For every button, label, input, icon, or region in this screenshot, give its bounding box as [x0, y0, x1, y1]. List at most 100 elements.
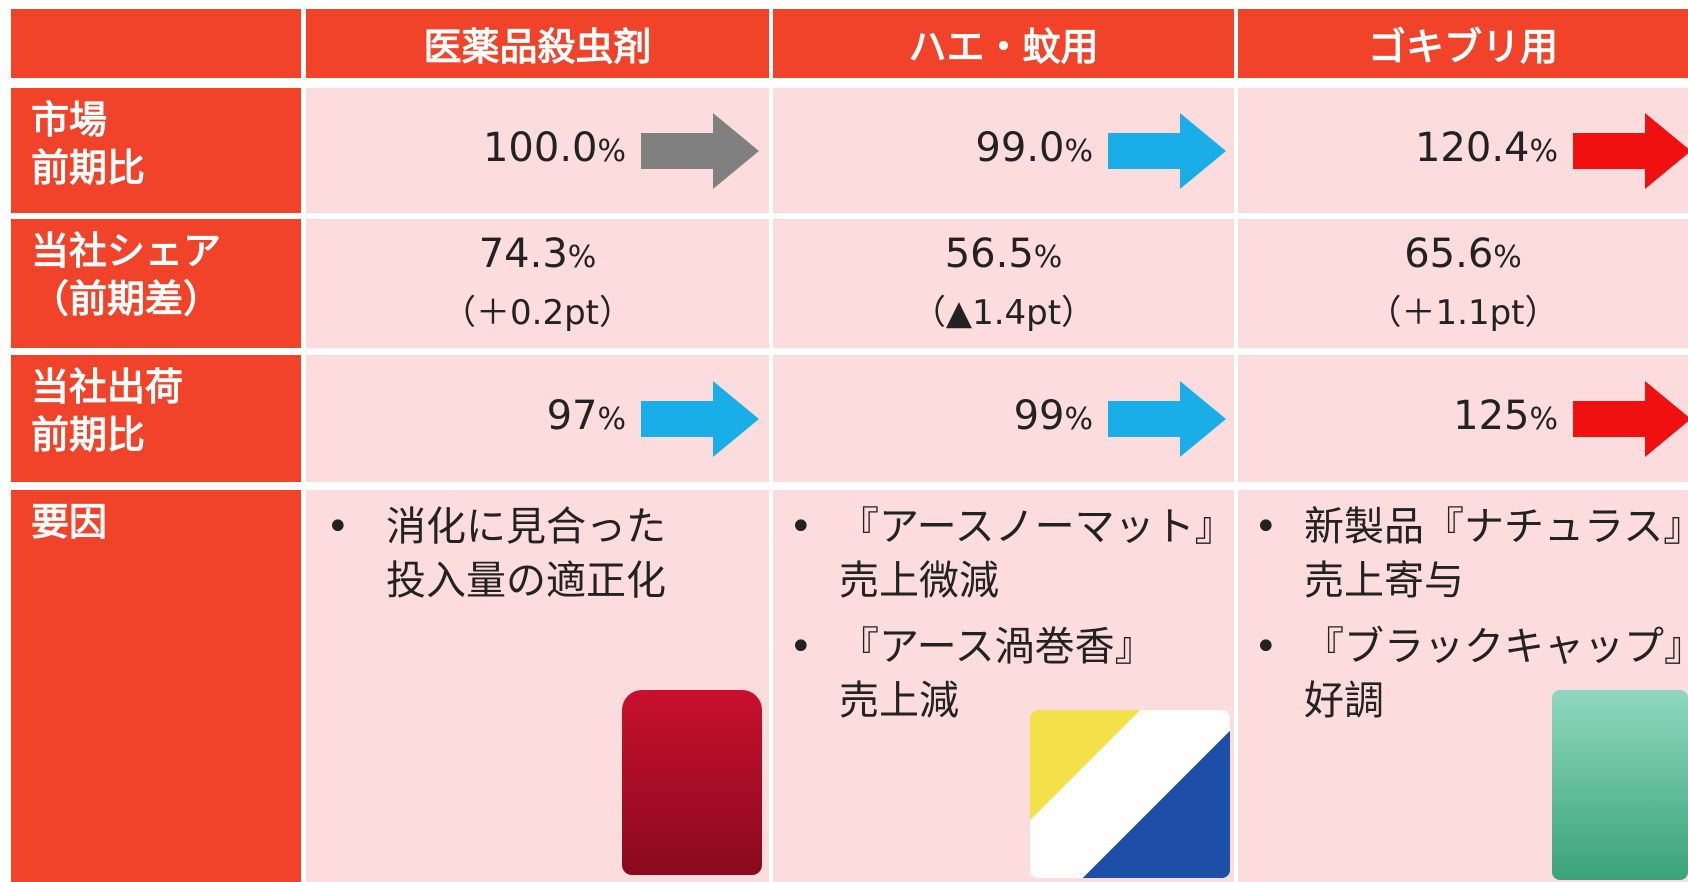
value-number: 99.0 — [975, 124, 1065, 171]
data-cell: 100.0% — [306, 88, 769, 213]
data-cell: • 新製品『ナチュラス』 売上寄与 • 『ブラックキャップ』 好調 — [1238, 490, 1688, 882]
row-label: 市場 前期比 — [11, 88, 301, 213]
value: 100.0% — [483, 125, 626, 171]
column-header: ハエ・蚊用 — [773, 9, 1234, 78]
arrow-shape — [641, 380, 759, 457]
row-label: 当社シェア （前期差） — [11, 219, 301, 348]
bullet-item: • 『アース渦巻香』 売上減 — [789, 620, 1155, 728]
bullet-dot: • — [789, 504, 813, 550]
value-unit: % — [1033, 240, 1063, 275]
value-number: 125 — [1453, 392, 1530, 439]
value-unit: % — [1064, 401, 1093, 437]
header-text: 医薬品殺虫剤 — [423, 25, 652, 69]
value-unit: % — [597, 133, 626, 169]
value: 65.6% — [1238, 231, 1688, 277]
data-cell: 120.4% — [1238, 88, 1688, 213]
row-label-line: （前期差） — [31, 277, 222, 321]
arrow-shape — [1573, 380, 1688, 457]
bullet-line: 新製品『ナチュラス』 — [1304, 504, 1688, 550]
data-cell: 99% — [773, 355, 1234, 482]
bullet-dot: • — [1254, 504, 1278, 550]
data-cell: 56.5% （▲1.4pt） — [773, 219, 1234, 348]
value-number: 100.0 — [482, 124, 598, 171]
value-number: 97 — [546, 392, 598, 439]
value: 99.0% — [975, 125, 1093, 171]
bullet-text: 『アースノーマット』 売上微減 — [839, 500, 1235, 608]
arrow-shape — [1573, 112, 1688, 189]
bullet-line: 売上微減 — [839, 558, 999, 604]
trend-arrow — [1108, 380, 1226, 457]
corner-cell — [11, 9, 301, 78]
product-image — [622, 690, 762, 875]
trend-arrow — [641, 112, 759, 189]
product-image — [1552, 690, 1688, 880]
value-number: 99 — [1013, 392, 1065, 439]
arrow-shape — [641, 112, 759, 189]
bullet-line: 売上寄与 — [1304, 558, 1464, 604]
value: 97% — [547, 393, 626, 439]
value-number: 65.6 — [1404, 231, 1494, 277]
bullet-text: 新製品『ナチュラス』 売上寄与 — [1304, 500, 1688, 608]
bullet-line: 『ブラックキャップ』 — [1304, 624, 1688, 670]
bullet-line: 消化に見合った — [386, 504, 666, 550]
header-text: ゴキブリ用 — [1367, 25, 1558, 69]
value-number: 120.4 — [1414, 124, 1530, 171]
product-image — [1030, 710, 1230, 878]
bullet-line: 好調 — [1304, 678, 1384, 724]
bullet-dot: • — [1254, 624, 1278, 670]
note: （＋1.1pt） — [1367, 293, 1559, 333]
row-label-line: 市場 — [31, 98, 108, 142]
data-cell: 97% — [306, 355, 769, 482]
row-label-line: 当社シェア — [31, 229, 222, 273]
value-unit: % — [1529, 133, 1558, 169]
trend-arrow — [641, 380, 759, 457]
row-label-line: 前期比 — [31, 146, 146, 190]
column-header: ゴキブリ用 — [1238, 9, 1688, 78]
note: （＋0.2pt） — [442, 293, 633, 333]
value-number: 56.5 — [944, 231, 1034, 277]
trend-arrow — [1108, 112, 1226, 189]
value-unit: % — [1529, 401, 1558, 437]
data-cell: 99.0% — [773, 88, 1234, 213]
data-cell: 125% — [1238, 355, 1688, 482]
bullet-line: 『アースノーマット』 — [839, 504, 1235, 550]
bullet-text: 『ブラックキャップ』 好調 — [1304, 620, 1688, 728]
row-label-line: 前期比 — [31, 413, 146, 457]
bullet-line: 売上減 — [839, 678, 959, 724]
value-number: 74.3 — [478, 231, 568, 277]
value-unit: % — [1493, 240, 1522, 275]
trend-arrow — [1573, 112, 1688, 189]
row-label: 当社出荷 前期比 — [11, 355, 301, 482]
bullet-item: • 消化に見合った 投入量の適正化 — [326, 500, 666, 608]
bullet-dot: • — [789, 624, 813, 670]
bullet-line: 『アース渦巻香』 — [839, 624, 1155, 670]
value-unit: % — [1064, 133, 1093, 169]
bullet-item: • 新製品『ナチュラス』 売上寄与 — [1254, 500, 1688, 608]
bullet-item: • 『ブラックキャップ』 好調 — [1254, 620, 1688, 728]
data-cell: 74.3% （＋0.2pt） — [306, 219, 769, 348]
row-label-line: 要因 — [31, 500, 108, 544]
data-cell: 65.6% （＋1.1pt） — [1238, 219, 1688, 348]
trend-arrow — [1573, 380, 1688, 457]
value: 74.3% — [306, 231, 769, 277]
bullet-line: 投入量の適正化 — [386, 558, 666, 604]
value-unit: % — [597, 401, 626, 437]
arrow-shape — [1108, 112, 1226, 189]
bullet-text: 消化に見合った 投入量の適正化 — [386, 500, 666, 608]
column-header: 医薬品殺虫剤 — [306, 9, 769, 78]
value: 125% — [1453, 393, 1558, 439]
header-text: ハエ・蚊用 — [908, 25, 1099, 69]
value: 56.5% — [773, 231, 1234, 277]
row-label-line: 当社出荷 — [31, 365, 184, 409]
bullet-item: • 『アースノーマット』 売上微減 — [789, 500, 1235, 608]
row-label: 要因 — [11, 490, 301, 882]
arrow-shape — [1108, 380, 1226, 457]
value: 99% — [1014, 393, 1093, 439]
note: （▲1.4pt） — [911, 293, 1096, 333]
value-unit: % — [567, 240, 597, 275]
bullet-text: 『アース渦巻香』 売上減 — [839, 620, 1155, 728]
bullet-dot: • — [326, 504, 350, 550]
value: 120.4% — [1415, 125, 1558, 171]
